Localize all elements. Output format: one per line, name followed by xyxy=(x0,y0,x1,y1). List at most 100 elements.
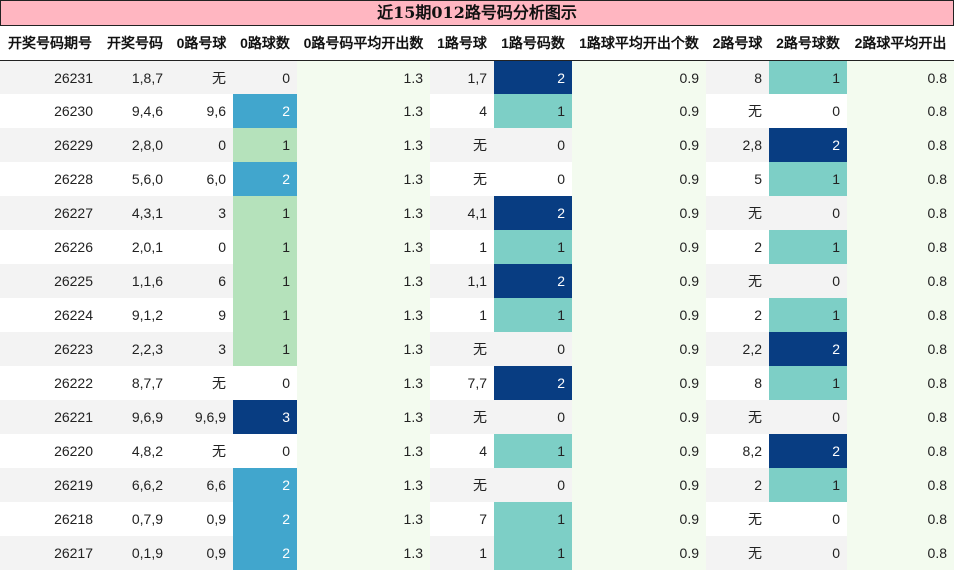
route1-count-cell: 1 xyxy=(494,536,572,570)
issue-cell: 26228 xyxy=(0,162,100,196)
route0-balls-cell: 0 xyxy=(170,230,233,264)
numbers-cell: 9,1,2 xyxy=(100,298,170,332)
route1-avg-cell: 0.9 xyxy=(572,60,706,94)
route2-avg-cell: 0.8 xyxy=(847,264,954,298)
route2-count-cell: 1 xyxy=(769,162,847,196)
route1-balls-cell: 无 xyxy=(430,468,494,502)
route2-balls-cell: 8 xyxy=(706,60,769,94)
route0-count-cell: 0 xyxy=(233,434,297,468)
analysis-table: 开奖号码期号 开奖号码 0路号球 0路球数 0路号码平均开出数 1路号球 1路号… xyxy=(0,26,954,570)
route1-count-cell: 2 xyxy=(494,366,572,400)
route0-avg-cell: 1.3 xyxy=(297,162,430,196)
route0-balls-cell: 9,6,9 xyxy=(170,400,233,434)
col-header-route2-balls: 2路号球 xyxy=(706,26,769,61)
route1-balls-cell: 4,1 xyxy=(430,196,494,230)
route1-balls-cell: 1 xyxy=(430,536,494,570)
route0-avg-cell: 1.3 xyxy=(297,94,430,128)
route0-count-cell: 0 xyxy=(233,366,297,400)
table-row: 26223 2,2,3 3 1 1.3 无 0 0.9 2,2 2 0.8 xyxy=(0,332,954,366)
route0-balls-cell: 3 xyxy=(170,332,233,366)
header-row: 开奖号码期号 开奖号码 0路号球 0路球数 0路号码平均开出数 1路号球 1路号… xyxy=(0,26,954,61)
col-header-route1-avg: 1路球平均开出个数 xyxy=(572,26,706,61)
route0-avg-cell: 1.3 xyxy=(297,264,430,298)
route0-count-cell: 1 xyxy=(233,230,297,264)
numbers-cell: 4,8,2 xyxy=(100,434,170,468)
route1-count-cell: 0 xyxy=(494,468,572,502)
route1-count-cell: 1 xyxy=(494,94,572,128)
route1-avg-cell: 0.9 xyxy=(572,536,706,570)
route0-count-cell: 1 xyxy=(233,196,297,230)
route1-balls-cell: 无 xyxy=(430,332,494,366)
route1-balls-cell: 7 xyxy=(430,502,494,536)
route1-avg-cell: 0.9 xyxy=(572,298,706,332)
route0-count-cell: 1 xyxy=(233,264,297,298)
issue-cell: 26225 xyxy=(0,264,100,298)
numbers-cell: 0,1,9 xyxy=(100,536,170,570)
route1-count-cell: 2 xyxy=(494,264,572,298)
table-title: 近15期012路号码分析图示 xyxy=(0,0,954,26)
col-header-route2-avg: 2路球平均开出 xyxy=(847,26,954,61)
numbers-cell: 5,6,0 xyxy=(100,162,170,196)
route1-balls-cell: 无 xyxy=(430,400,494,434)
route2-avg-cell: 0.8 xyxy=(847,502,954,536)
table-row: 26217 0,1,9 0,9 2 1.3 1 1 0.9 无 0 0.8 xyxy=(0,536,954,570)
route0-avg-cell: 1.3 xyxy=(297,196,430,230)
route1-avg-cell: 0.9 xyxy=(572,366,706,400)
issue-cell: 26226 xyxy=(0,230,100,264)
route1-balls-cell: 4 xyxy=(430,434,494,468)
issue-cell: 26219 xyxy=(0,468,100,502)
table-row: 26219 6,6,2 6,6 2 1.3 无 0 0.9 2 1 0.8 xyxy=(0,468,954,502)
route0-count-cell: 2 xyxy=(233,502,297,536)
route1-count-cell: 2 xyxy=(494,196,572,230)
issue-cell: 26217 xyxy=(0,536,100,570)
numbers-cell: 2,8,0 xyxy=(100,128,170,162)
issue-cell: 26218 xyxy=(0,502,100,536)
numbers-cell: 1,1,6 xyxy=(100,264,170,298)
route2-balls-cell: 无 xyxy=(706,400,769,434)
issue-cell: 26222 xyxy=(0,366,100,400)
route0-count-cell: 2 xyxy=(233,162,297,196)
issue-cell: 26227 xyxy=(0,196,100,230)
route2-avg-cell: 0.8 xyxy=(847,196,954,230)
route0-balls-cell: 6,0 xyxy=(170,162,233,196)
route0-avg-cell: 1.3 xyxy=(297,298,430,332)
route1-avg-cell: 0.9 xyxy=(572,264,706,298)
route0-balls-cell: 6,6 xyxy=(170,468,233,502)
route2-avg-cell: 0.8 xyxy=(847,230,954,264)
route1-count-cell: 1 xyxy=(494,230,572,264)
col-header-route0-count: 0路球数 xyxy=(233,26,297,61)
route2-balls-cell: 2 xyxy=(706,468,769,502)
route2-balls-cell: 2 xyxy=(706,230,769,264)
route2-count-cell: 1 xyxy=(769,298,847,332)
route2-count-cell: 1 xyxy=(769,60,847,94)
route0-count-cell: 3 xyxy=(233,400,297,434)
route2-balls-cell: 5 xyxy=(706,162,769,196)
route1-balls-cell: 1,1 xyxy=(430,264,494,298)
route0-avg-cell: 1.3 xyxy=(297,400,430,434)
table-row: 26221 9,6,9 9,6,9 3 1.3 无 0 0.9 无 0 0.8 xyxy=(0,400,954,434)
numbers-cell: 6,6,2 xyxy=(100,468,170,502)
numbers-cell: 4,3,1 xyxy=(100,196,170,230)
route1-count-cell: 1 xyxy=(494,298,572,332)
route1-balls-cell: 无 xyxy=(430,128,494,162)
route2-count-cell: 0 xyxy=(769,536,847,570)
route1-count-cell: 1 xyxy=(494,502,572,536)
col-header-route0-avg: 0路号码平均开出数 xyxy=(297,26,430,61)
route0-balls-cell: 无 xyxy=(170,366,233,400)
issue-cell: 26220 xyxy=(0,434,100,468)
table-row: 26230 9,4,6 9,6 2 1.3 4 1 0.9 无 0 0.8 xyxy=(0,94,954,128)
issue-cell: 26229 xyxy=(0,128,100,162)
route2-balls-cell: 8 xyxy=(706,366,769,400)
route1-avg-cell: 0.9 xyxy=(572,434,706,468)
table-row: 26218 0,7,9 0,9 2 1.3 7 1 0.9 无 0 0.8 xyxy=(0,502,954,536)
route0-balls-cell: 0,9 xyxy=(170,502,233,536)
route1-avg-cell: 0.9 xyxy=(572,128,706,162)
route2-count-cell: 0 xyxy=(769,94,847,128)
route0-count-cell: 2 xyxy=(233,94,297,128)
route1-balls-cell: 4 xyxy=(430,94,494,128)
route2-count-cell: 0 xyxy=(769,502,847,536)
route0-count-cell: 2 xyxy=(233,468,297,502)
route1-balls-cell: 1 xyxy=(430,298,494,332)
table-row: 26222 8,7,7 无 0 1.3 7,7 2 0.9 8 1 0.8 xyxy=(0,366,954,400)
